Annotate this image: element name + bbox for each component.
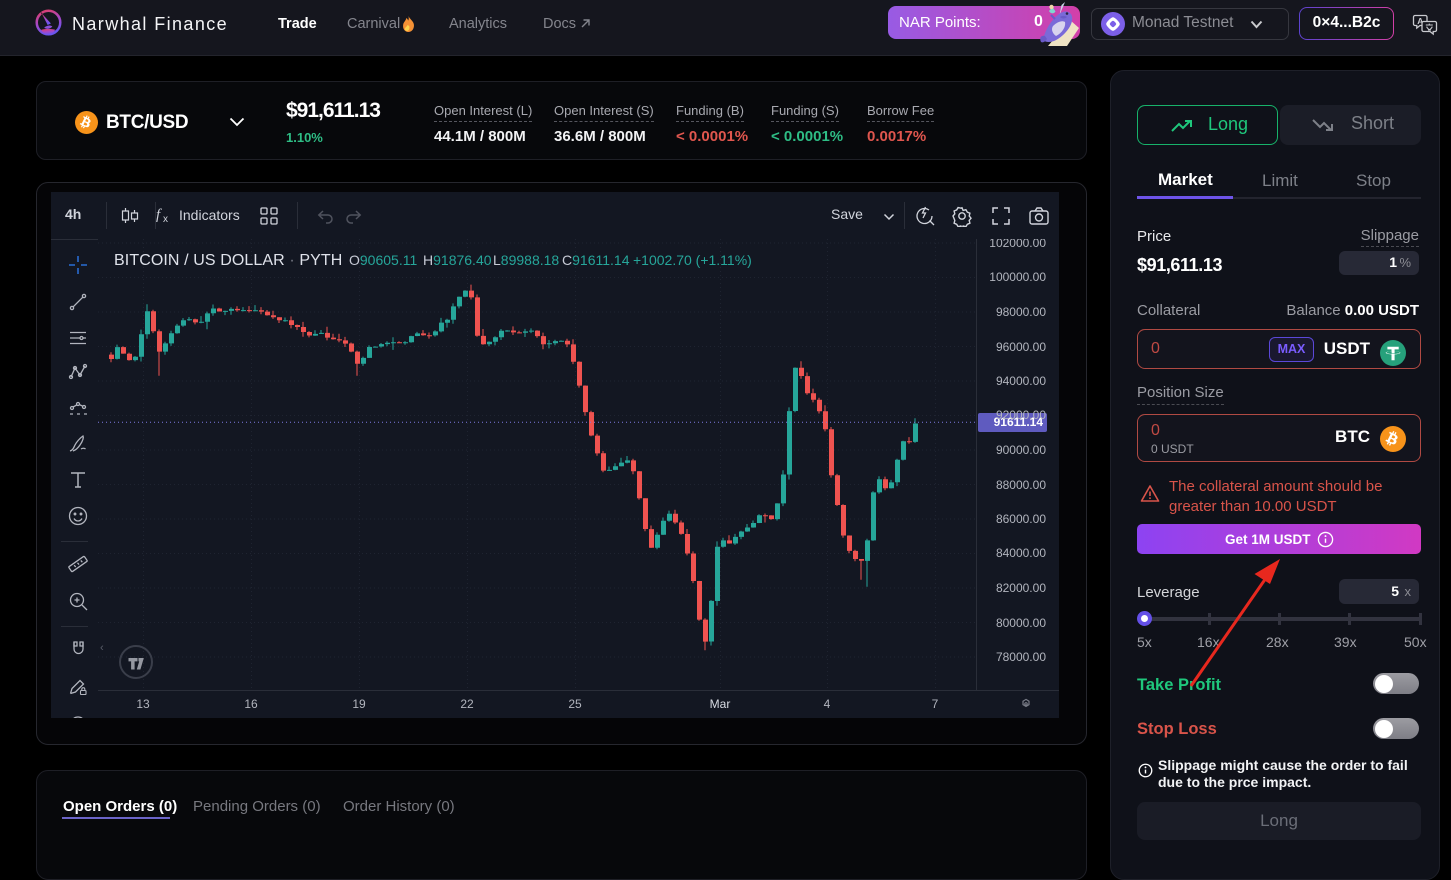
svg-text:‹: ‹ (100, 642, 104, 654)
svg-text:94000.00: 94000.00 (996, 374, 1046, 388)
svg-text:Mar: Mar (710, 697, 731, 711)
svg-text:91611.14: 91611.14 (994, 415, 1044, 429)
svg-text:78000.00: 78000.00 (996, 650, 1046, 664)
svg-text:4: 4 (824, 697, 831, 711)
svg-text:25: 25 (568, 697, 582, 711)
svg-text:100000.00: 100000.00 (989, 270, 1046, 284)
svg-text:88000.00: 88000.00 (996, 478, 1046, 492)
svg-text:92000.00: 92000.00 (996, 408, 1046, 422)
svg-text:x: x (163, 214, 168, 225)
svg-text:16: 16 (244, 697, 258, 711)
svg-text:f: f (156, 207, 162, 223)
svg-text:98000.00: 98000.00 (996, 305, 1046, 319)
svg-text:7: 7 (932, 697, 939, 711)
svg-text:96000.00: 96000.00 (996, 340, 1046, 354)
svg-text:80000.00: 80000.00 (996, 616, 1046, 630)
svg-text:86000.00: 86000.00 (996, 512, 1046, 526)
svg-text:13: 13 (136, 697, 150, 711)
svg-text:84000.00: 84000.00 (996, 546, 1046, 560)
svg-text:90000.00: 90000.00 (996, 443, 1046, 457)
svg-text:22: 22 (460, 697, 474, 711)
svg-text:A: A (1417, 16, 1423, 26)
svg-text:BITCOIN / US DOLLAR · PYTH: BITCOIN / US DOLLAR · PYTH (114, 252, 342, 269)
svg-text:82000.00: 82000.00 (996, 581, 1046, 595)
svg-text:19: 19 (352, 697, 366, 711)
svg-text:102000.00: 102000.00 (989, 239, 1046, 250)
